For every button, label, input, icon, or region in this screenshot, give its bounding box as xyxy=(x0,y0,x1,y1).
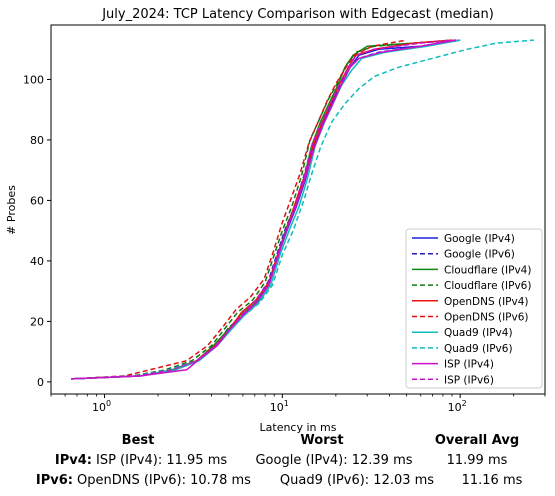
summary-row-ipv6-worst: Quad9 (IPv6): 12.03 ms xyxy=(280,473,434,488)
summary-row-ipv6-best: OpenDNS (IPv6): 10.78 ms xyxy=(77,473,251,488)
legend-items: Google (IPv4) Google (IPv6) Cloudflare (IP… xyxy=(412,233,531,386)
summary-row-ipv4-best: ISP (IPv4): 11.95 ms xyxy=(96,453,227,468)
legend-label-google-ipv4: Google (IPv4) xyxy=(444,233,515,245)
summary-header-worst: Worst xyxy=(300,433,343,448)
y-tick-label: 40 xyxy=(30,255,44,268)
chart-legend: Google (IPv4) Google (IPv6) Cloudflare (IP… xyxy=(405,228,543,389)
summary-table: Best Worst Overall Avg IPv4: ISP (IPv4):… xyxy=(36,433,523,488)
legend-label-google-ipv6: Google (IPv6) xyxy=(444,249,515,261)
legend-box xyxy=(405,228,543,389)
chart-title: July_2024: TCP Latency Comparison with E… xyxy=(101,7,494,22)
y-tick-label: 100 xyxy=(23,73,44,86)
series-line-cloudflare-ipv6 xyxy=(71,39,453,380)
legend-label-isp-ipv4: ISP (IPv4) xyxy=(444,359,494,371)
series-line-isp-ipv4 xyxy=(71,39,457,380)
summary-header-avg: Overall Avg xyxy=(435,433,519,448)
legend-label-cloudflare-ipv4: Cloudflare (IPv4) xyxy=(444,264,531,276)
x-axis-label: Latency in ms xyxy=(260,421,337,434)
legend-label-quad9-ipv4: Quad9 (IPv4) xyxy=(444,327,513,339)
legend-label-opendns-ipv4: OpenDNS (IPv4) xyxy=(444,296,529,308)
legend-label-opendns-ipv6: OpenDNS (IPv6) xyxy=(444,312,529,324)
series-line-opendns-ipv6 xyxy=(71,39,407,380)
legend-label-cloudflare-ipv6: Cloudflare (IPv6) xyxy=(444,280,531,292)
summary-row-ipv4-avg: 11.99 ms xyxy=(447,453,508,468)
series-layer xyxy=(71,39,534,380)
summary-row-ipv4-label: IPv4: xyxy=(55,453,92,468)
legend-label-isp-ipv6: ISP (IPv6) xyxy=(444,374,494,386)
series-line-isp-ipv6 xyxy=(71,39,457,380)
plot-frame xyxy=(50,24,546,395)
y-tick-label: 20 xyxy=(30,315,44,328)
legend-label-quad9-ipv6: Quad9 (IPv6) xyxy=(444,343,513,355)
summary-row-ipv6-label: IPv6: xyxy=(36,473,73,488)
y-axis-ticks: 0 20 40 60 80 100 xyxy=(23,73,51,389)
y-tick-label: 60 xyxy=(30,194,44,207)
y-tick-label: 80 xyxy=(30,134,44,147)
summary-header-best: Best xyxy=(122,433,155,448)
y-tick-label: 0 xyxy=(37,376,44,389)
summary-row-ipv4-worst: Google (IPv4): 12.39 ms xyxy=(255,453,412,468)
summary-row-ipv6-avg: 11.16 ms xyxy=(462,473,523,488)
y-axis-label: # Probes xyxy=(5,185,18,235)
